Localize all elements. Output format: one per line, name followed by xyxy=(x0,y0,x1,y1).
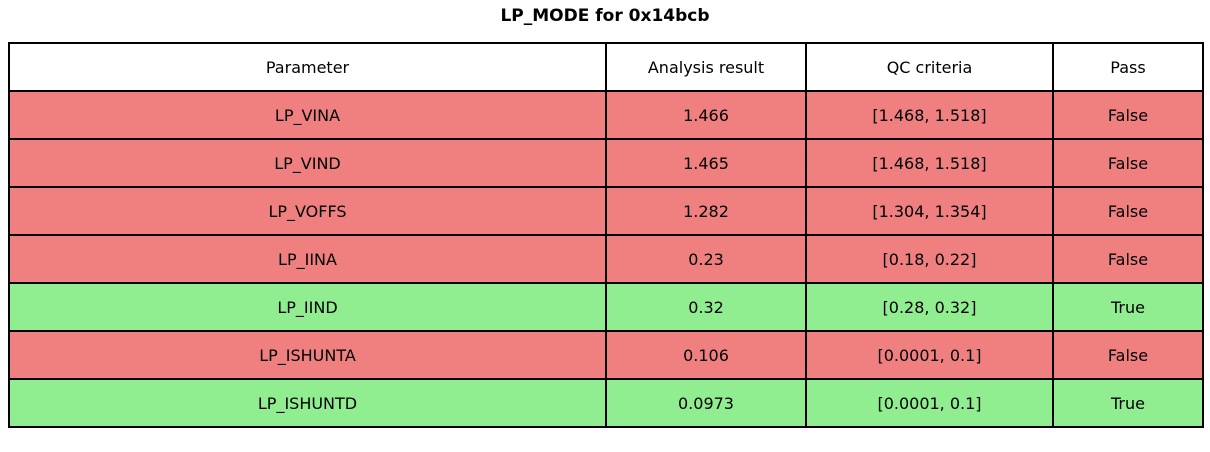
cell-pass: False xyxy=(1052,90,1204,140)
cell-result: 0.32 xyxy=(605,282,807,332)
qc-results-table: Parameter Analysis result QC criteria Pa… xyxy=(8,42,1204,428)
cell-result: 0.106 xyxy=(605,330,807,380)
cell-criteria: [1.468, 1.518] xyxy=(805,138,1054,188)
table-row: LP_ISHUNTA 0.106 [0.0001, 0.1] False xyxy=(8,330,1204,380)
table-row: LP_IINA 0.23 [0.18, 0.22] False xyxy=(8,234,1204,284)
cell-criteria: [0.28, 0.32] xyxy=(805,282,1054,332)
cell-criteria: [0.0001, 0.1] xyxy=(805,378,1054,428)
header-row: Parameter Analysis result QC criteria Pa… xyxy=(8,42,1204,92)
table-row: LP_ISHUNTD 0.0973 [0.0001, 0.1] True xyxy=(8,378,1204,428)
cell-pass: True xyxy=(1052,282,1204,332)
cell-pass: True xyxy=(1052,378,1204,428)
cell-result: 0.0973 xyxy=(605,378,807,428)
cell-result: 1.282 xyxy=(605,186,807,236)
table-row: LP_VOFFS 1.282 [1.304, 1.354] False xyxy=(8,186,1204,236)
cell-result: 1.466 xyxy=(605,90,807,140)
cell-criteria: [1.304, 1.354] xyxy=(805,186,1054,236)
table-row: LP_IIND 0.32 [0.28, 0.32] True xyxy=(8,282,1204,332)
table-row: LP_VIND 1.465 [1.468, 1.518] False xyxy=(8,138,1204,188)
cell-result: 0.23 xyxy=(605,234,807,284)
cell-parameter: LP_ISHUNTA xyxy=(8,330,607,380)
cell-pass: False xyxy=(1052,186,1204,236)
cell-parameter: LP_ISHUNTD xyxy=(8,378,607,428)
cell-criteria: [0.18, 0.22] xyxy=(805,234,1054,284)
page-title: LP_MODE for 0x14bcb xyxy=(500,6,710,26)
cell-parameter: LP_IIND xyxy=(8,282,607,332)
column-header-qc-criteria: QC criteria xyxy=(805,42,1054,92)
cell-result: 1.465 xyxy=(605,138,807,188)
cell-pass: False xyxy=(1052,234,1204,284)
column-header-pass: Pass xyxy=(1052,42,1204,92)
cell-parameter: LP_VIND xyxy=(8,138,607,188)
cell-parameter: LP_VOFFS xyxy=(8,186,607,236)
cell-criteria: [1.468, 1.518] xyxy=(805,90,1054,140)
cell-criteria: [0.0001, 0.1] xyxy=(805,330,1054,380)
cell-pass: False xyxy=(1052,330,1204,380)
cell-parameter: LP_VINA xyxy=(8,90,607,140)
column-header-analysis-result: Analysis result xyxy=(605,42,807,92)
cell-parameter: LP_IINA xyxy=(8,234,607,284)
table-row: LP_VINA 1.466 [1.468, 1.518] False xyxy=(8,90,1204,140)
column-header-parameter: Parameter xyxy=(8,42,607,92)
cell-pass: False xyxy=(1052,138,1204,188)
